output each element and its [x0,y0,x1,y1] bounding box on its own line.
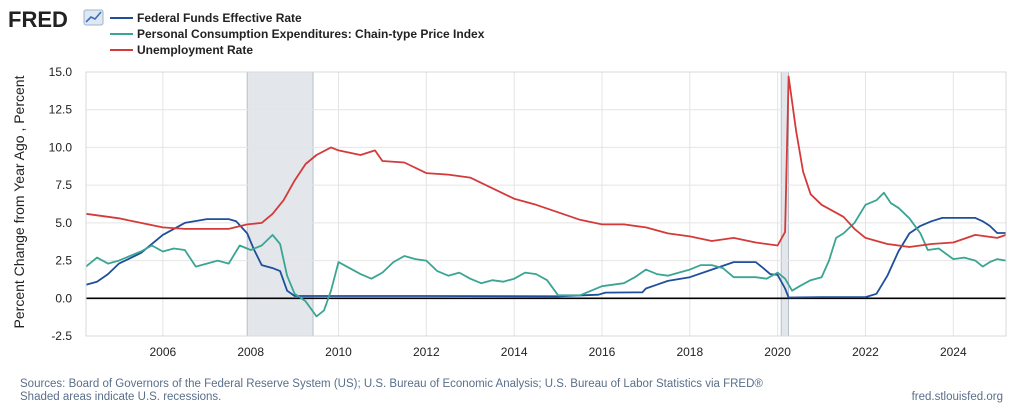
y-tick-label: 5.0 [55,216,72,230]
x-tick-label: 2008 [237,345,264,359]
x-tick-label: 2014 [501,345,528,359]
y-tick-label: 2.5 [55,254,72,268]
y-tick-label: -2.5 [51,329,72,343]
y-tick-label: 15.0 [49,65,73,79]
x-tick-label: 2012 [413,345,440,359]
x-tick-label: 2024 [940,345,967,359]
legend-label-unrate: Unemployment Rate [137,43,253,57]
y-tick-label: 7.5 [55,178,72,192]
fred-url[interactable]: fred.stlouisfed.org [912,391,1003,403]
y-tick-label: 0.0 [55,291,72,305]
series [85,75,1007,318]
x-tick-label: 2020 [764,345,791,359]
x-tick-label: 2022 [852,345,879,359]
axes: -2.5 0.0 2.5 5.0 7.5 10.0 12.5 15.0 2006 2008 2010… [49,65,1007,359]
fred-logo-icon [83,9,104,26]
y-tick-label: 12.5 [49,103,73,117]
y-tick-label: 10.0 [49,140,73,154]
recession-note: Shaded areas indicate U.S. recessions. [20,391,221,403]
legend-label-fedfunds: Federal Funds Effective Rate [137,11,302,25]
x-tick-label: 2006 [149,345,176,359]
x-tick-label: 2016 [589,345,616,359]
legend-label-pce: Personal Consumption Expenditures: Chain… [137,27,485,41]
fred-logo[interactable]: FRED [8,7,104,32]
x-tick-label: 2010 [325,345,352,359]
fred-logo-text: FRED [8,7,68,32]
legend: Federal Funds Effective Rate Personal Con… [110,11,485,57]
series-line-fedfunds [85,217,1006,299]
series-line-pce [85,191,1007,318]
sources-text: Sources: Board of Governors of the Feder… [20,378,763,390]
x-tick-label: 2018 [676,345,703,359]
plot-frame [85,71,1007,337]
series-line-unrate [85,75,1007,248]
y-axis-label: Percent Change from Year Ago , Percent [11,75,27,328]
